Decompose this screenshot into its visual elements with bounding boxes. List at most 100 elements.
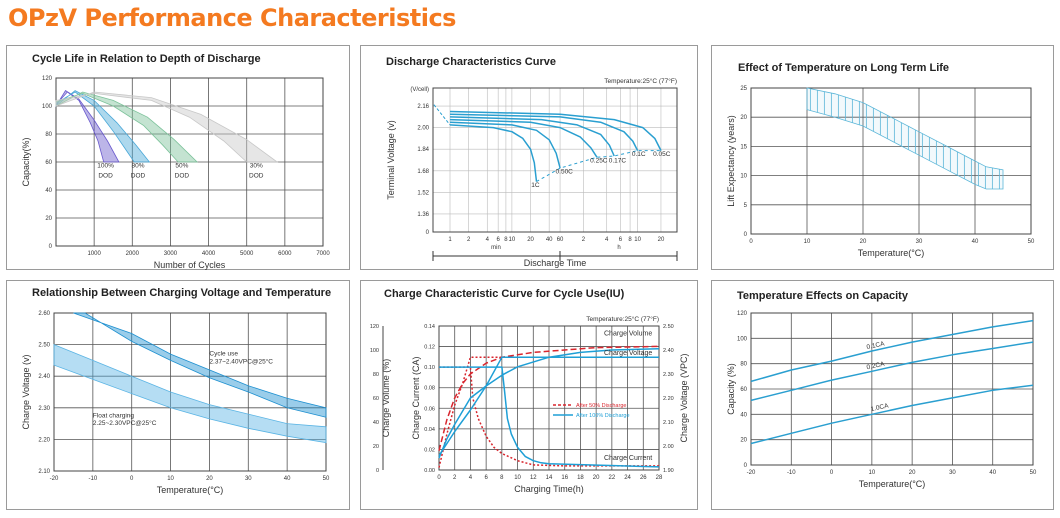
y-tick-label: 0	[49, 244, 53, 250]
after-100-discharge-volume-series	[438, 348, 660, 459]
chart-title: Discharge Characteristics Curve	[386, 56, 556, 68]
charging-voltage-chart: -20 -10 0 10 20 30 40 50 2.10 2.20 2.30 2.40 2.50 2.6…	[21, 311, 330, 495]
annotation-label: 2.37~2.40VPC@25°C	[209, 358, 273, 366]
y-axis-label: Terminal Voltage (v)	[386, 120, 396, 200]
y-tick-label: 2.40	[38, 374, 50, 380]
annotation-label: 100%	[97, 163, 114, 170]
volume-tick-label: 0	[376, 468, 379, 474]
voltage-tick-label: 2.10	[663, 420, 674, 426]
annotation-label: 0.50C	[556, 168, 574, 175]
annotation-label: 50%	[175, 163, 188, 170]
cycle-use-series	[73, 312, 327, 418]
volume-axis-label: Charge Volume (%)	[381, 359, 391, 438]
x-axis-label: Discharge Time	[524, 258, 587, 268]
x-tick-label: 40	[546, 237, 553, 243]
y-tick-label: 2.10	[38, 469, 50, 475]
y-tick-label: 2.50	[38, 343, 50, 349]
plot-frame	[432, 87, 678, 233]
x-tick-label: 8	[504, 237, 508, 243]
0-25c-series	[449, 118, 598, 158]
0-1c-series	[449, 113, 639, 151]
segment-label-min: min	[491, 245, 501, 251]
y-tick-label: 25	[740, 86, 747, 92]
y-tick-label: 60	[45, 160, 52, 166]
voltage-tick-label: 2.40	[663, 348, 674, 354]
y-tick-label: 2.30	[38, 406, 50, 412]
annotation-label: DOD	[175, 172, 190, 179]
x-tick-label: 6000	[278, 251, 292, 257]
chart-panel-cycle-life: Cycle Life in Relation to Depth of Disch…	[6, 45, 350, 270]
legend-label: After 50% Discharge	[576, 403, 626, 409]
x-tick-label: -20	[50, 476, 59, 482]
x-tick-label: 20	[527, 237, 534, 243]
x-tick-label: 60	[557, 237, 564, 243]
segment-label-h: h	[617, 245, 620, 251]
discharge-chart: 1 2 4 6 8 10 20 40 60 2 4 6 8 10 2001.361.521.681.842.…	[386, 77, 678, 268]
chart-title: Cycle Life in Relation to Depth of Disch…	[32, 53, 261, 65]
annotation-label: 30%	[250, 163, 263, 170]
current-tick-label: 0.14	[424, 324, 435, 330]
x-tick-label: 5000	[240, 251, 254, 257]
annotation-label: Charge Voltage	[604, 350, 652, 357]
y-axis-label: Charge Voltage (v)	[21, 354, 31, 429]
y-tick-label: 40	[45, 188, 52, 194]
annotation-label: 0.17C	[609, 158, 627, 165]
voltage-tick-label: 2.20	[663, 396, 674, 402]
x-tick-label: 26	[640, 475, 647, 481]
plot-frame	[53, 312, 327, 472]
current-tick-label: 0.08	[424, 386, 435, 392]
annotation-label: 80%	[131, 163, 144, 170]
annotation-label: Charge Current	[604, 455, 652, 462]
y-tick-label: 20	[740, 438, 747, 444]
annotation-label: 0.1CA	[866, 340, 886, 351]
plot-frame	[55, 77, 324, 247]
current-axis-label: Charge Current (CA)	[411, 356, 421, 439]
y-tick-label: 2.00	[417, 126, 429, 132]
y-tick-label: 120	[737, 311, 748, 317]
page-title: OPzV Performance Characteristics	[8, 4, 456, 32]
volume-tick-label: 60	[373, 396, 379, 402]
x-tick-label: 10	[804, 239, 811, 245]
after-100-discharge-current-series	[439, 366, 660, 468]
x-tick-label: 40	[284, 476, 291, 482]
x-tick-label: 40	[972, 239, 979, 245]
0-2ca-series	[750, 341, 1034, 402]
50-dod-series	[55, 91, 199, 163]
x-tick-label: 4000	[202, 251, 216, 257]
x-tick-label: 8	[628, 237, 632, 243]
chart-panel-charge-curve: Charge Characteristic Curve for Cycle Us…	[360, 280, 698, 510]
1c-series	[449, 124, 538, 182]
x-tick-label: 8	[500, 475, 504, 481]
plot-frame	[750, 87, 1032, 235]
x-tick-label: 0	[437, 475, 441, 481]
plot-frame	[438, 325, 660, 471]
x-tick-label: 2	[467, 237, 471, 243]
y-tick-label: 80	[740, 362, 747, 368]
x-tick-label: 2000	[126, 251, 140, 257]
annotation-label: DOD	[131, 172, 146, 179]
life-range-series	[806, 87, 1004, 190]
x-tick-label: 6	[496, 237, 500, 243]
y-tick-label: 5	[744, 203, 748, 209]
x-tick-label: 7000	[316, 251, 330, 257]
current-tick-label: 0.02	[424, 447, 435, 453]
y-tick-label: 15	[740, 144, 747, 150]
0-50c-series	[449, 121, 561, 169]
x-tick-label: 30	[245, 476, 252, 482]
after-50-discharge-volume-series	[438, 345, 660, 451]
y-tick-label: 40	[740, 412, 747, 418]
chart-title: Charge Characteristic Curve for Cycle Us…	[384, 288, 625, 300]
x-axis-label: Temperature(°C)	[859, 479, 926, 489]
100-dod-series	[55, 90, 120, 163]
y-tick-label: 100	[737, 336, 748, 342]
x-tick-label: 24	[624, 475, 631, 481]
volume-tick-label: 40	[373, 420, 379, 426]
chart-panel-temp-life: Effect of Temperature on Long Term Life …	[711, 45, 1054, 270]
plot-frame	[750, 312, 1034, 466]
1-0ca-series	[750, 384, 1034, 445]
after-50-discharge-current-series	[439, 366, 659, 467]
x-tick-label: 50	[323, 476, 330, 482]
y-tick-label: 2.60	[38, 311, 50, 317]
x-tick-label: 14	[546, 475, 553, 481]
float-charging-series	[53, 344, 327, 444]
